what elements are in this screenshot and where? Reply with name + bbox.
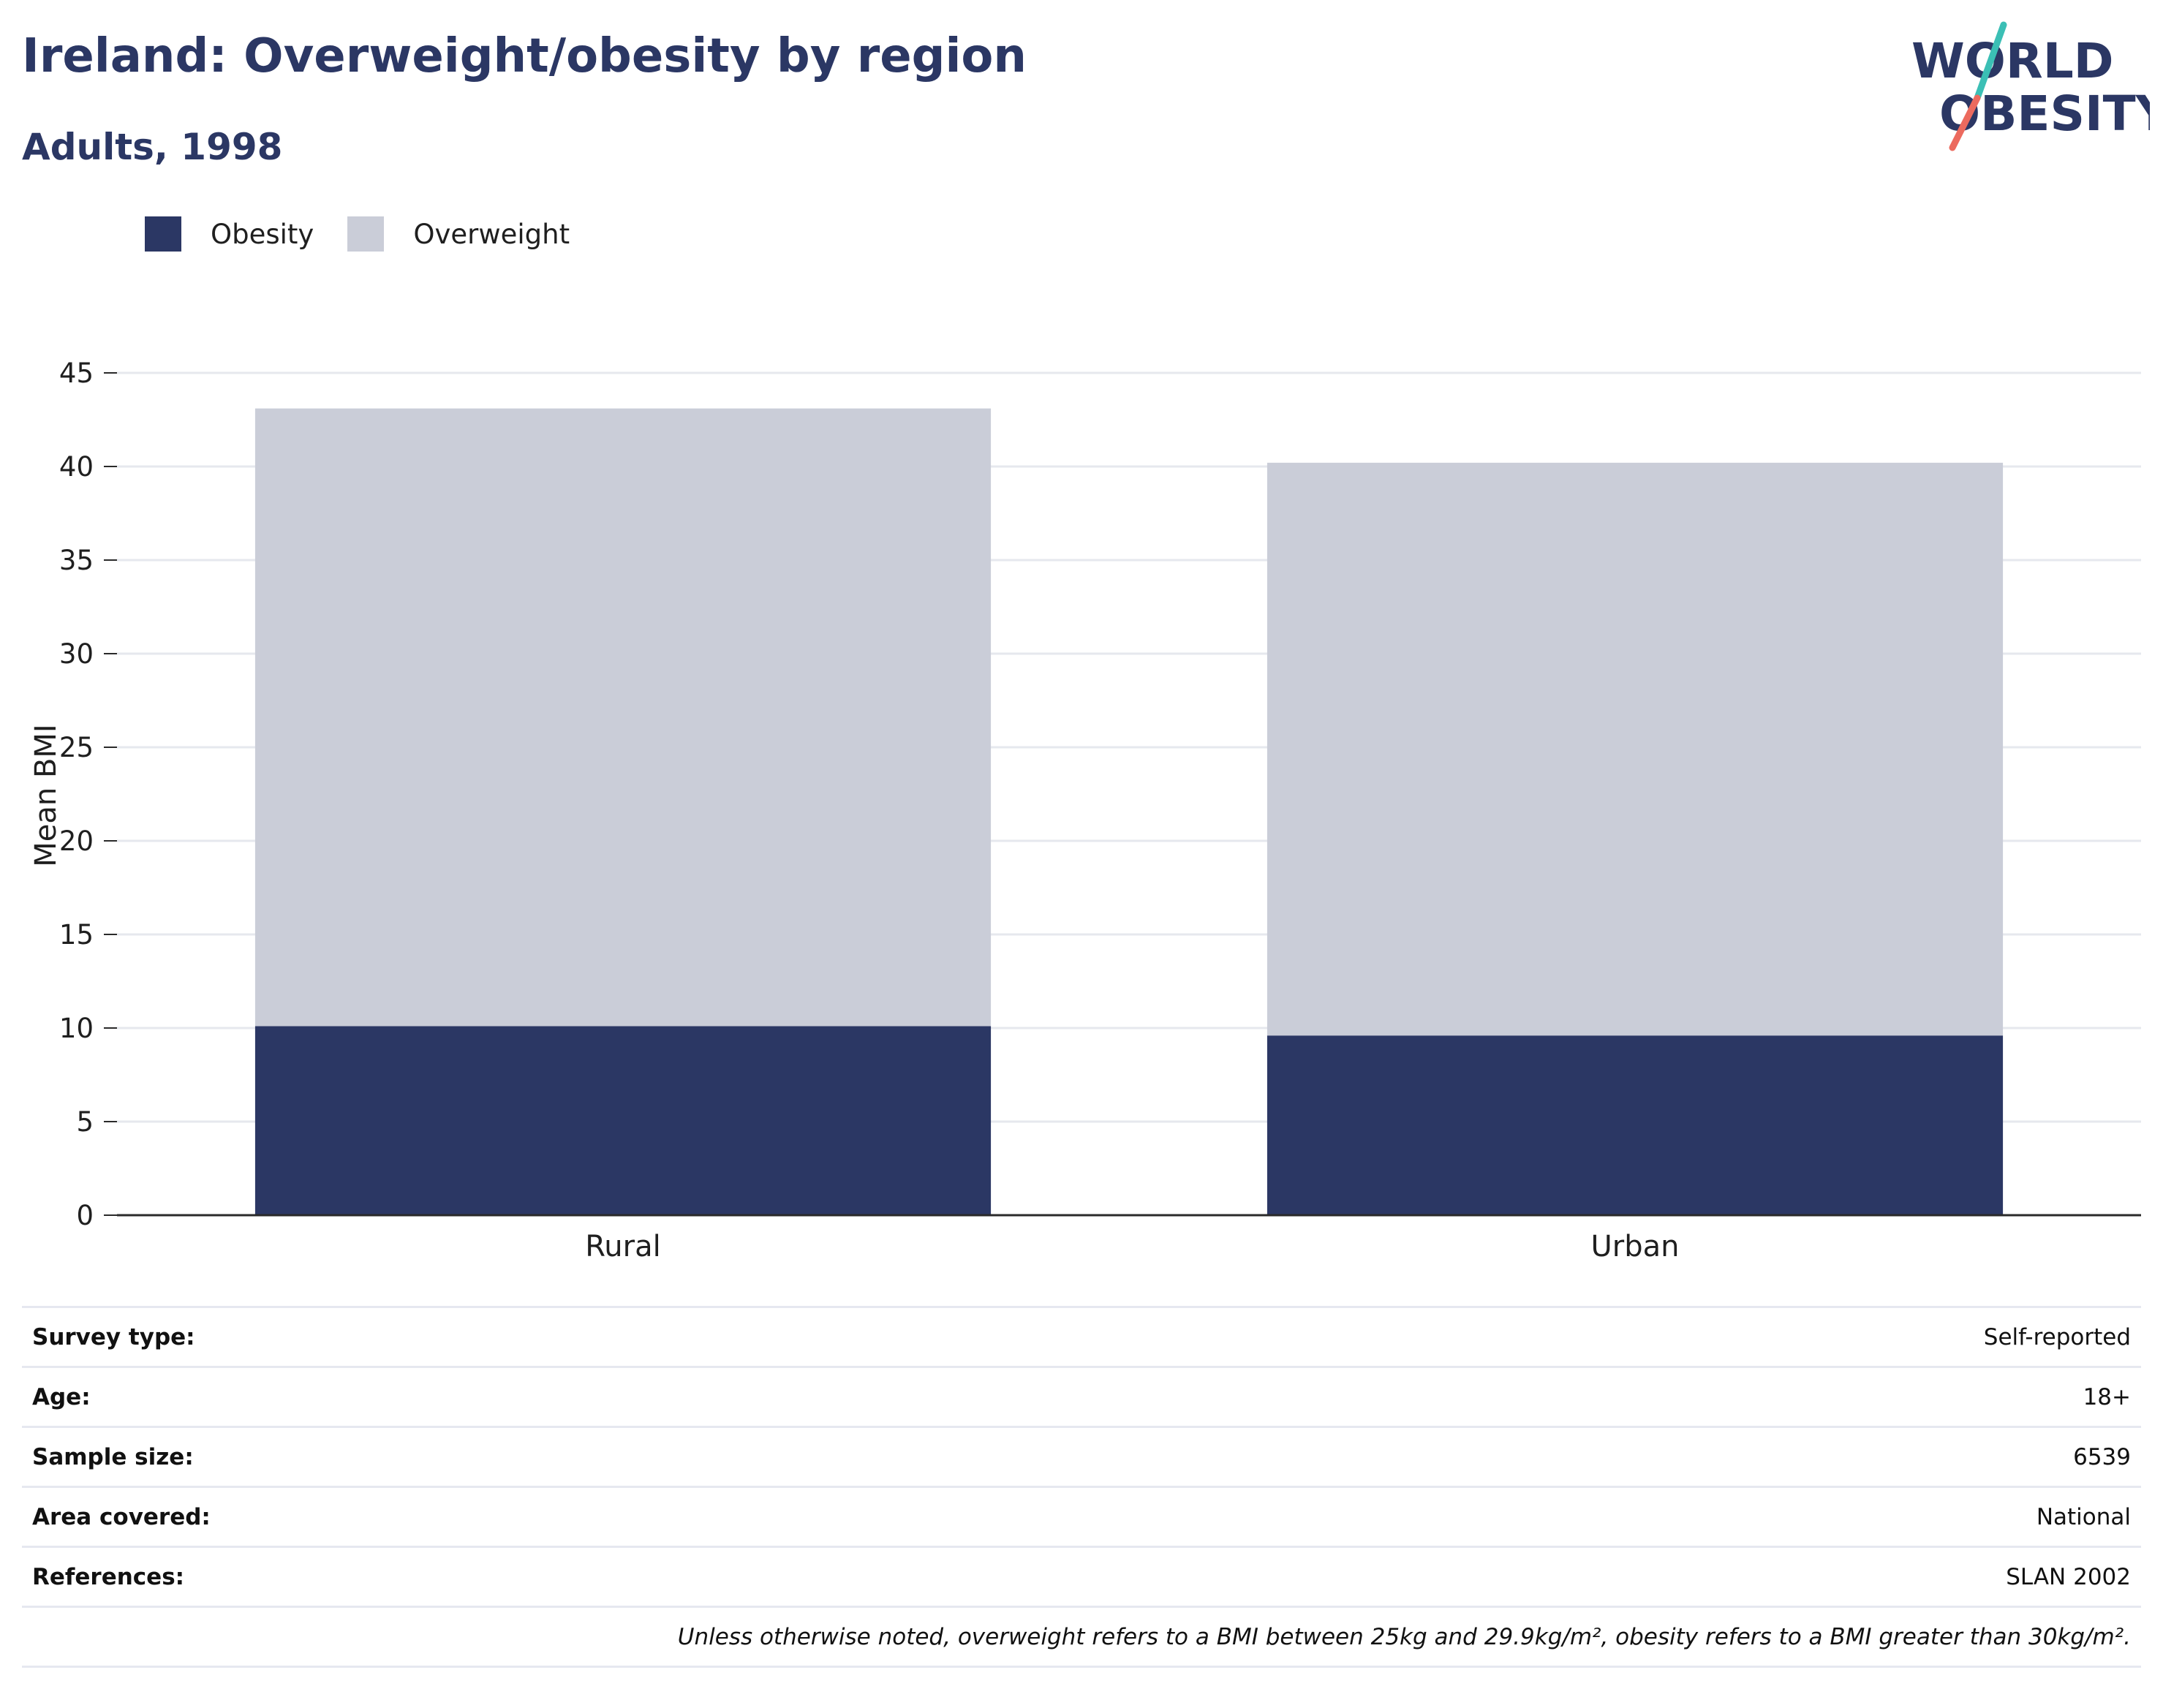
y-tick-label: 0 — [76, 1200, 94, 1231]
bars — [254, 408, 2004, 1215]
info-value: Self-reported — [1983, 1323, 2131, 1350]
chart-title: Ireland: Overweight/obesity by region — [22, 29, 1027, 83]
info-row-survey-type: Survey type: Self-reported — [22, 1307, 2141, 1367]
definition-note-row: Unless otherwise noted, overweight refer… — [22, 1606, 2141, 1667]
legend-item-obesity[interactable]: Obesity — [145, 216, 314, 252]
y-tick-label: 5 — [76, 1106, 94, 1138]
y-tick-label: 10 — [59, 1013, 94, 1044]
bar-overweight-urban[interactable] — [1267, 462, 2004, 1036]
info-value: National — [2036, 1503, 2131, 1530]
y-tick-label: 15 — [59, 919, 94, 951]
x-category-label: Urban — [1591, 1230, 1680, 1263]
logo-slash-coral — [1949, 94, 1981, 151]
legend-item-overweight[interactable]: Overweight — [347, 216, 570, 252]
legend-label-overweight: Overweight — [413, 218, 570, 250]
logo-word-obesity: OBESITY — [1939, 86, 2150, 142]
info-row-references: References: SLAN 2002 — [22, 1546, 2141, 1607]
bar-obesity-urban[interactable] — [1267, 1035, 2004, 1215]
legend-swatch-obesity — [145, 216, 181, 252]
logo-word-world: WORLD — [1911, 33, 2114, 89]
bar-obesity-rural[interactable] — [254, 1026, 992, 1215]
axes: 0 5 10 15 20 25 30 35 40 45 Rural Urban — [59, 358, 2141, 1263]
logo-slash-teal — [1974, 21, 2007, 102]
info-key: Area covered: — [32, 1503, 211, 1530]
survey-info-table: Survey type: Self-reported Age: 18+ Samp… — [22, 1306, 2141, 1668]
bar-chart: 0 5 10 15 20 25 30 35 40 45 Rural Urban Mean BMI — [29, 358, 2141, 1263]
info-row-area-covered: Area covered: National — [22, 1486, 2141, 1547]
legend-swatch-overweight — [347, 216, 385, 252]
definition-note: Unless otherwise noted, overweight refer… — [677, 1623, 2131, 1650]
bar-overweight-rural[interactable] — [254, 408, 992, 1027]
y-tick-label: 45 — [59, 358, 94, 389]
info-key: Sample size: — [32, 1443, 194, 1470]
y-axis-title: Mean BMI — [29, 724, 63, 866]
info-value: 18+ — [2083, 1383, 2131, 1410]
chart-subtitle: Adults, 1998 — [22, 126, 283, 168]
legend-label-obesity: Obesity — [211, 218, 314, 250]
y-tick-label: 20 — [59, 825, 94, 857]
info-row-sample-size: Sample size: 6539 — [22, 1427, 2141, 1487]
info-key: Survey type: — [32, 1323, 195, 1350]
info-key: References: — [32, 1563, 185, 1590]
y-tick-label: 40 — [59, 451, 94, 483]
world-obesity-logo: WORLD OBESITY — [1911, 21, 2150, 151]
y-tick-label: 35 — [59, 545, 94, 576]
y-tick-label: 30 — [59, 638, 94, 670]
y-tick-label: 25 — [59, 732, 94, 763]
x-category-label: Rural — [585, 1230, 660, 1263]
chart-legend: Obesity Overweight — [145, 216, 603, 252]
info-row-age: Age: 18+ — [22, 1367, 2141, 1427]
info-key: Age: — [32, 1383, 91, 1410]
info-value: SLAN 2002 — [2006, 1563, 2131, 1590]
info-value: 6539 — [2073, 1443, 2131, 1470]
